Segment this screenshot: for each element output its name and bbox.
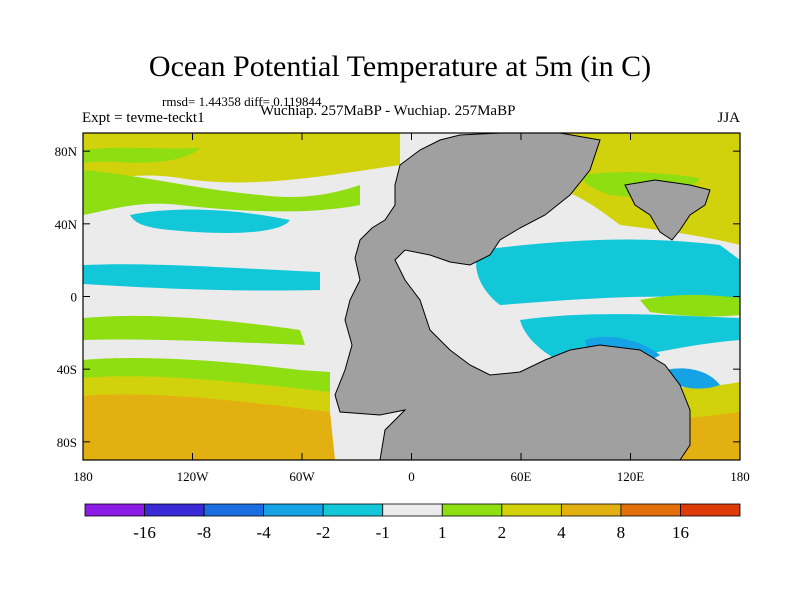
colorbar-swatch-7 — [501, 503, 562, 517]
x-tick-label-0: 180 — [73, 469, 93, 484]
colorbar-label-1: -8 — [197, 523, 211, 542]
colorbar-swatch-5 — [382, 503, 443, 517]
field-band-cyan-w-north — [130, 209, 290, 233]
colorbar-label-5: 1 — [438, 523, 447, 542]
colorbar-label-9: 16 — [672, 523, 689, 542]
season-label: JJA — [717, 110, 740, 126]
rmsd-diff-stats: rmsd= 1.44358 diff= 0.119844 — [162, 94, 322, 109]
chart-title: Ocean Potential Temperature at 5m (in C) — [148, 50, 652, 83]
colorbar-swatch-9 — [620, 503, 681, 517]
y-tick-label-2: 0 — [71, 290, 78, 305]
colorbar-swatch-3 — [263, 503, 324, 517]
colorbar-swatch-8 — [560, 503, 622, 517]
y-tick-label-1: 40N — [55, 217, 78, 232]
colorbar: -16 -8 -4 -2 -1 1 2 4 8 16 — [84, 503, 741, 542]
colorbar-label-2: -4 — [257, 523, 272, 542]
colorbar-swatch-4 — [322, 503, 384, 517]
colorbar-label-0: -16 — [133, 523, 156, 542]
field-band-green-w-sub — [83, 315, 305, 345]
land-east-peninsula — [624, 179, 711, 241]
y-tick-label-4: 80S — [57, 435, 77, 450]
colorbar-swatch-0 — [84, 503, 145, 517]
y-axis: 80N 40N 0 40S 80S — [55, 144, 740, 450]
x-tick-label-4: 60E — [511, 469, 532, 484]
colorbar-swatch-1 — [144, 503, 205, 517]
x-tick-label-5: 120E — [617, 469, 645, 484]
x-tick-label-1: 120W — [177, 469, 210, 484]
colorbar-label-8: 8 — [617, 523, 626, 542]
y-tick-label-0: 80N — [55, 144, 78, 159]
colorbar-swatch-10 — [680, 503, 741, 517]
field-band-north-green-w2 — [83, 170, 360, 215]
colorbar-label-6: 2 — [498, 523, 507, 542]
colorbar-swatch-6 — [441, 503, 503, 517]
colorbar-label-7: 4 — [557, 523, 566, 542]
field-band-north-green-w — [83, 147, 200, 163]
x-tick-label-6: 180 — [730, 469, 750, 484]
field-band-south-orange — [83, 394, 335, 460]
land-masses — [334, 133, 711, 460]
field-band-north-yellow-w — [83, 133, 400, 185]
field-band-green-e-sub — [640, 294, 740, 317]
y-tick-label-3: 40S — [57, 362, 77, 377]
x-axis: 180 120W 60W 0 60E 120E 180 — [73, 133, 750, 484]
land-pangea — [334, 133, 691, 460]
colorbar-label-3: -2 — [316, 523, 330, 542]
field-band-cyan-e1 — [476, 239, 740, 305]
experiment-label: Expt = tevme-teckt1 — [82, 110, 205, 126]
x-tick-label-2: 60W — [289, 469, 315, 484]
colorbar-swatch-2 — [203, 503, 265, 517]
field-band-cyan-w-eq — [83, 264, 320, 291]
x-tick-label-3: 0 — [408, 469, 415, 484]
colorbar-label-4: -1 — [376, 523, 390, 542]
comparison-label: Wuchiap. 257MaBP - Wuchiap. 257MaBP — [260, 103, 516, 119]
